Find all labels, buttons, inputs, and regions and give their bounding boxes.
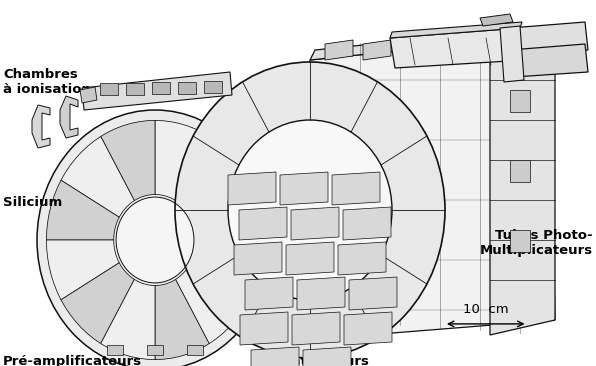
Polygon shape <box>510 22 588 55</box>
Polygon shape <box>191 240 263 300</box>
Bar <box>187 345 203 355</box>
Polygon shape <box>349 277 397 310</box>
Polygon shape <box>291 207 339 240</box>
Bar <box>510 230 530 252</box>
Polygon shape <box>240 312 288 345</box>
Polygon shape <box>325 40 353 60</box>
Text: Silicium: Silicium <box>3 196 62 209</box>
Polygon shape <box>286 242 334 275</box>
Polygon shape <box>280 172 328 205</box>
Polygon shape <box>176 137 249 217</box>
Text: Pré-amplificateurs
de charge: Pré-amplificateurs de charge <box>3 355 142 366</box>
Polygon shape <box>155 279 209 360</box>
Polygon shape <box>61 137 134 217</box>
Polygon shape <box>228 172 276 205</box>
Bar <box>107 345 123 355</box>
Polygon shape <box>500 26 524 82</box>
Polygon shape <box>101 279 155 360</box>
Polygon shape <box>60 96 78 138</box>
Polygon shape <box>363 40 391 60</box>
Bar <box>510 90 530 112</box>
Polygon shape <box>234 242 282 275</box>
Bar <box>147 345 163 355</box>
Bar <box>204 81 222 93</box>
Polygon shape <box>80 87 97 103</box>
Polygon shape <box>343 207 391 240</box>
Bar <box>126 82 144 94</box>
Polygon shape <box>401 40 429 60</box>
Polygon shape <box>176 263 249 344</box>
Polygon shape <box>32 105 50 148</box>
Bar <box>510 160 530 182</box>
Polygon shape <box>490 35 555 335</box>
Polygon shape <box>332 172 380 205</box>
Polygon shape <box>310 25 555 60</box>
Text: 10  cm: 10 cm <box>463 303 508 316</box>
Polygon shape <box>480 14 513 26</box>
Bar <box>178 82 196 93</box>
Polygon shape <box>46 240 119 300</box>
Polygon shape <box>305 35 555 340</box>
Polygon shape <box>297 277 345 310</box>
Polygon shape <box>390 28 525 68</box>
Text: Scintillateurs
à iodure de césium: Scintillateurs à iodure de césium <box>247 355 390 366</box>
Polygon shape <box>251 347 299 366</box>
Polygon shape <box>338 242 386 275</box>
Polygon shape <box>61 263 134 344</box>
Polygon shape <box>510 44 588 77</box>
Polygon shape <box>303 347 351 366</box>
Ellipse shape <box>228 120 392 300</box>
Ellipse shape <box>116 197 194 283</box>
Polygon shape <box>191 180 263 240</box>
Bar <box>100 83 118 95</box>
Polygon shape <box>245 277 293 310</box>
Text: Tubes Photo-
Multiplicateurs: Tubes Photo- Multiplicateurs <box>480 229 593 257</box>
Polygon shape <box>439 40 467 60</box>
Polygon shape <box>82 72 232 110</box>
Polygon shape <box>344 312 392 345</box>
Polygon shape <box>155 120 209 201</box>
Polygon shape <box>46 180 119 240</box>
Text: Chambres
à ionisation: Chambres à ionisation <box>3 68 91 96</box>
Bar <box>152 82 170 94</box>
Polygon shape <box>101 120 155 201</box>
Polygon shape <box>292 312 340 345</box>
Polygon shape <box>239 207 287 240</box>
Polygon shape <box>390 22 522 38</box>
Ellipse shape <box>37 110 273 366</box>
Ellipse shape <box>175 62 445 358</box>
